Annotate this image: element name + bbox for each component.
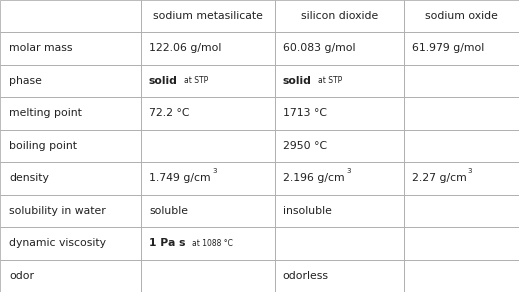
Bar bbox=[141, 260, 275, 292]
Bar bbox=[404, 162, 519, 194]
Bar bbox=[275, 162, 404, 194]
Bar bbox=[141, 65, 275, 97]
Text: at STP: at STP bbox=[184, 76, 208, 85]
Bar bbox=[275, 32, 404, 65]
Bar bbox=[141, 130, 275, 162]
Text: 3: 3 bbox=[346, 168, 350, 174]
Bar bbox=[141, 162, 275, 194]
Bar bbox=[404, 32, 519, 65]
Text: 122.06 g/mol: 122.06 g/mol bbox=[149, 44, 221, 53]
Bar bbox=[404, 0, 519, 32]
Text: at 1088 °C: at 1088 °C bbox=[192, 239, 233, 248]
Text: boiling point: boiling point bbox=[9, 141, 77, 151]
Bar bbox=[0, 194, 141, 227]
Bar bbox=[0, 0, 141, 32]
Bar bbox=[141, 97, 275, 130]
Bar bbox=[0, 32, 141, 65]
Text: molar mass: molar mass bbox=[9, 44, 73, 53]
Text: 2950 °C: 2950 °C bbox=[283, 141, 327, 151]
Text: 60.083 g/mol: 60.083 g/mol bbox=[283, 44, 356, 53]
Text: odor: odor bbox=[9, 271, 34, 281]
Text: 61.979 g/mol: 61.979 g/mol bbox=[412, 44, 484, 53]
Text: melting point: melting point bbox=[9, 108, 82, 118]
Text: solid: solid bbox=[149, 76, 178, 86]
Bar bbox=[0, 162, 141, 194]
Text: 1713 °C: 1713 °C bbox=[283, 108, 327, 118]
Bar bbox=[0, 227, 141, 260]
Bar bbox=[275, 260, 404, 292]
Bar bbox=[275, 97, 404, 130]
Bar bbox=[0, 65, 141, 97]
Text: 1 Pa s: 1 Pa s bbox=[149, 238, 185, 248]
Text: solubility in water: solubility in water bbox=[9, 206, 106, 216]
Bar bbox=[404, 97, 519, 130]
Bar bbox=[141, 0, 275, 32]
Bar bbox=[275, 65, 404, 97]
Text: 3: 3 bbox=[468, 168, 472, 174]
Bar bbox=[275, 0, 404, 32]
Text: odorless: odorless bbox=[283, 271, 329, 281]
Bar bbox=[404, 260, 519, 292]
Bar bbox=[141, 194, 275, 227]
Bar bbox=[141, 32, 275, 65]
Text: sodium oxide: sodium oxide bbox=[425, 11, 498, 21]
Text: 72.2 °C: 72.2 °C bbox=[149, 108, 189, 118]
Text: 3: 3 bbox=[212, 168, 216, 174]
Bar bbox=[404, 130, 519, 162]
Bar bbox=[0, 97, 141, 130]
Bar bbox=[275, 194, 404, 227]
Text: 2.27 g/cm: 2.27 g/cm bbox=[412, 173, 466, 183]
Bar bbox=[0, 130, 141, 162]
Text: 1.749 g/cm: 1.749 g/cm bbox=[149, 173, 211, 183]
Text: phase: phase bbox=[9, 76, 42, 86]
Bar bbox=[141, 227, 275, 260]
Bar bbox=[404, 194, 519, 227]
Text: sodium metasilicate: sodium metasilicate bbox=[153, 11, 263, 21]
Text: at STP: at STP bbox=[318, 76, 342, 85]
Text: silicon dioxide: silicon dioxide bbox=[301, 11, 378, 21]
Bar bbox=[275, 130, 404, 162]
Text: density: density bbox=[9, 173, 49, 183]
Bar bbox=[404, 227, 519, 260]
Bar bbox=[0, 260, 141, 292]
Bar bbox=[275, 227, 404, 260]
Bar bbox=[404, 65, 519, 97]
Text: solid: solid bbox=[283, 76, 312, 86]
Text: 2.196 g/cm: 2.196 g/cm bbox=[283, 173, 345, 183]
Text: soluble: soluble bbox=[149, 206, 188, 216]
Text: insoluble: insoluble bbox=[283, 206, 332, 216]
Text: dynamic viscosity: dynamic viscosity bbox=[9, 238, 106, 248]
